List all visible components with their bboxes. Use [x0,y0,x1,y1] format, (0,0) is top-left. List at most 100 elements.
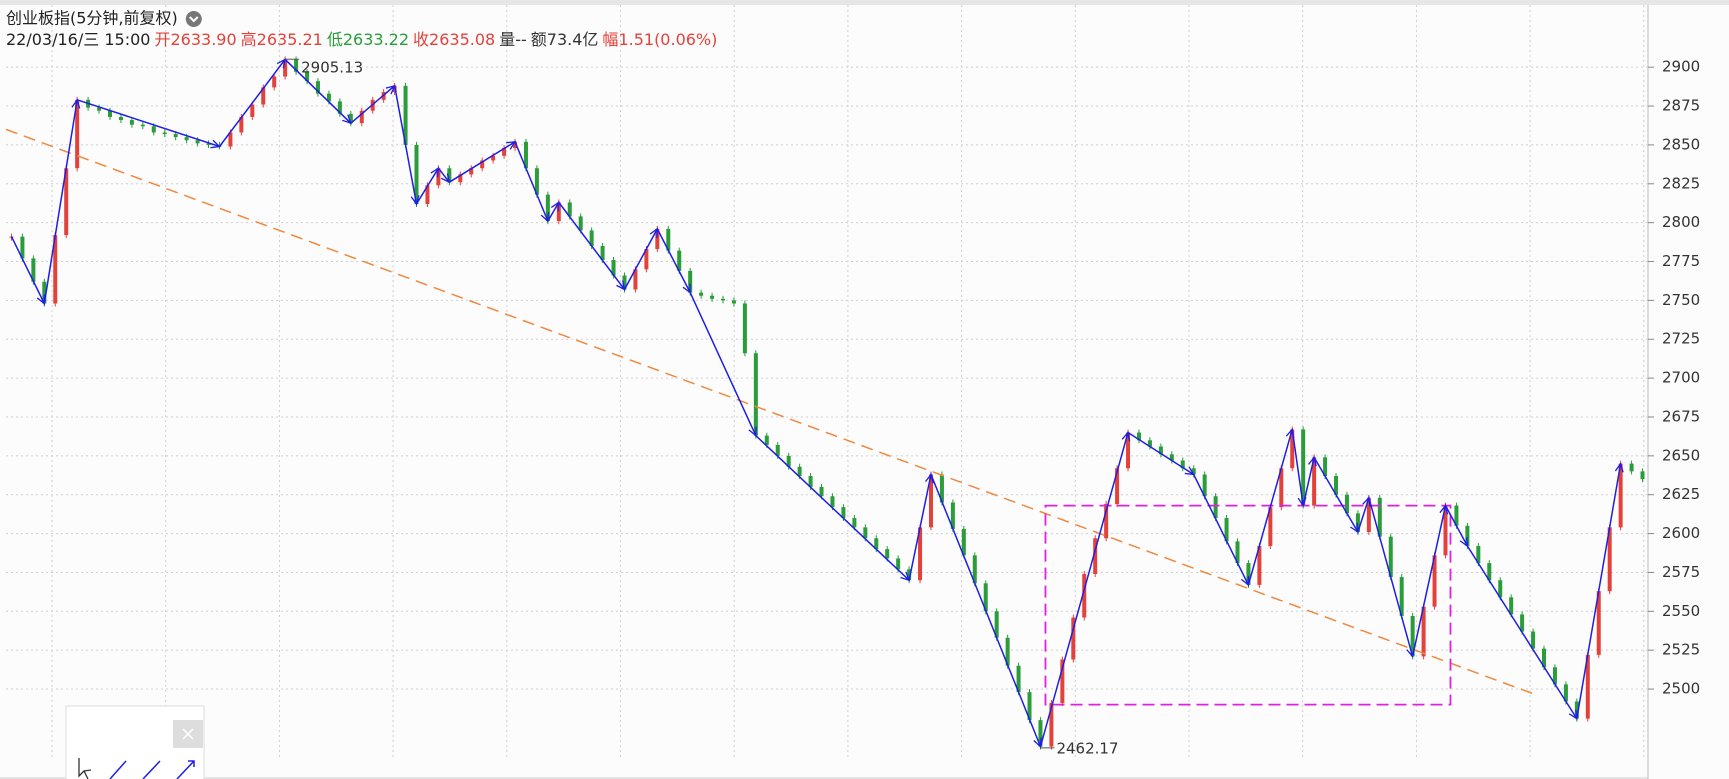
candle [414,144,419,204]
zigzag-arrow [1240,575,1250,587]
candle [1585,654,1590,719]
cursor-tool[interactable] [78,758,92,779]
candle [688,270,693,293]
zigzag-arrow [505,141,517,150]
candle [184,137,189,141]
candle [1104,504,1109,539]
candle [1574,701,1579,719]
candle [1093,538,1098,574]
candle [1049,703,1054,747]
candle [1312,457,1317,506]
menu-chevron [189,16,199,23]
zigzag-arrow [649,227,659,238]
candle [1005,637,1010,666]
candle [907,569,912,581]
candle [1301,429,1306,506]
candle [1607,527,1612,592]
zigzag-arrow [748,426,757,437]
candle [523,141,528,169]
candle [239,116,244,133]
candle [305,71,310,82]
candle [600,245,605,260]
y-tick-label: 2675 [1662,407,1700,425]
candle [1202,474,1207,497]
zigzag-arrow [1184,466,1195,476]
segment-tool[interactable] [142,760,161,779]
line-tool[interactable] [109,760,127,779]
y-tick-label: 2825 [1662,174,1700,192]
candle [1629,463,1634,472]
candle [786,455,791,467]
candle [666,228,671,251]
candle [1640,471,1645,480]
candle [1268,507,1273,547]
candle [1071,617,1076,660]
candle [961,528,966,556]
candle [885,549,890,559]
candle [644,249,649,270]
candle [972,555,977,584]
grid: 2500 2525 2550 2575 2600 2625 2650 2675 2700 2725… [6,5,1700,759]
candle [808,476,813,487]
zigzag-arrow [900,571,911,582]
candle [1158,446,1163,455]
trendline [5,128,1534,695]
zigzag-arrow [430,166,440,178]
field-label: 开 [154,30,170,49]
candle [250,104,255,117]
candle [1224,518,1229,542]
y-tick-label: 2875 [1662,97,1700,115]
zigzag-arrow [1614,462,1624,473]
field-label: 幅 [602,30,618,49]
candle [983,583,988,612]
candle [53,235,58,304]
candle [31,258,36,282]
candle [1355,513,1360,533]
candle [841,507,846,519]
candle [1126,432,1131,469]
zigzag-arrow [1350,522,1359,534]
candle [337,101,342,114]
candle [655,228,660,250]
candle [480,160,485,169]
candle [491,155,496,161]
candle [742,303,747,354]
menu-icon[interactable] [185,11,202,27]
y-tick-label: 2750 [1662,291,1700,309]
arrow-tool[interactable] [176,760,195,779]
field-label: 高 [241,30,257,49]
candle [1334,476,1339,495]
candle [1454,505,1459,526]
candle [721,298,726,301]
candle [140,124,145,127]
candle [589,230,594,246]
candle [622,275,627,290]
zigzag-arrow [71,98,81,109]
quote-line: 22/03/16/三 15:00 开2633.90 高2635.21 低2633.22… [6,30,717,49]
candle [545,194,550,222]
candle [994,611,999,638]
candle [1531,631,1536,649]
field-value: 2635.08 [429,30,495,49]
field-value: 1.51(0.06%) [618,30,717,49]
candle [1563,684,1568,702]
candle [731,300,736,304]
datetime: 22/03/16/三 15:00 [6,30,150,49]
candle [1323,457,1328,477]
candle [1191,468,1196,475]
candle [151,126,156,133]
candle [1399,577,1404,616]
candle [556,202,561,222]
candle [819,486,824,497]
candle [64,168,69,236]
zigzag-arrow [1033,737,1042,748]
zigzag-arrow [1459,536,1469,548]
field-label: 额 [531,30,547,49]
candle [1476,546,1481,564]
candle [107,110,112,117]
y-tick-label: 2850 [1662,135,1700,153]
zigzag-arrow [342,114,352,125]
field-value: 2633.22 [343,30,409,49]
tab-strip [0,0,1729,5]
